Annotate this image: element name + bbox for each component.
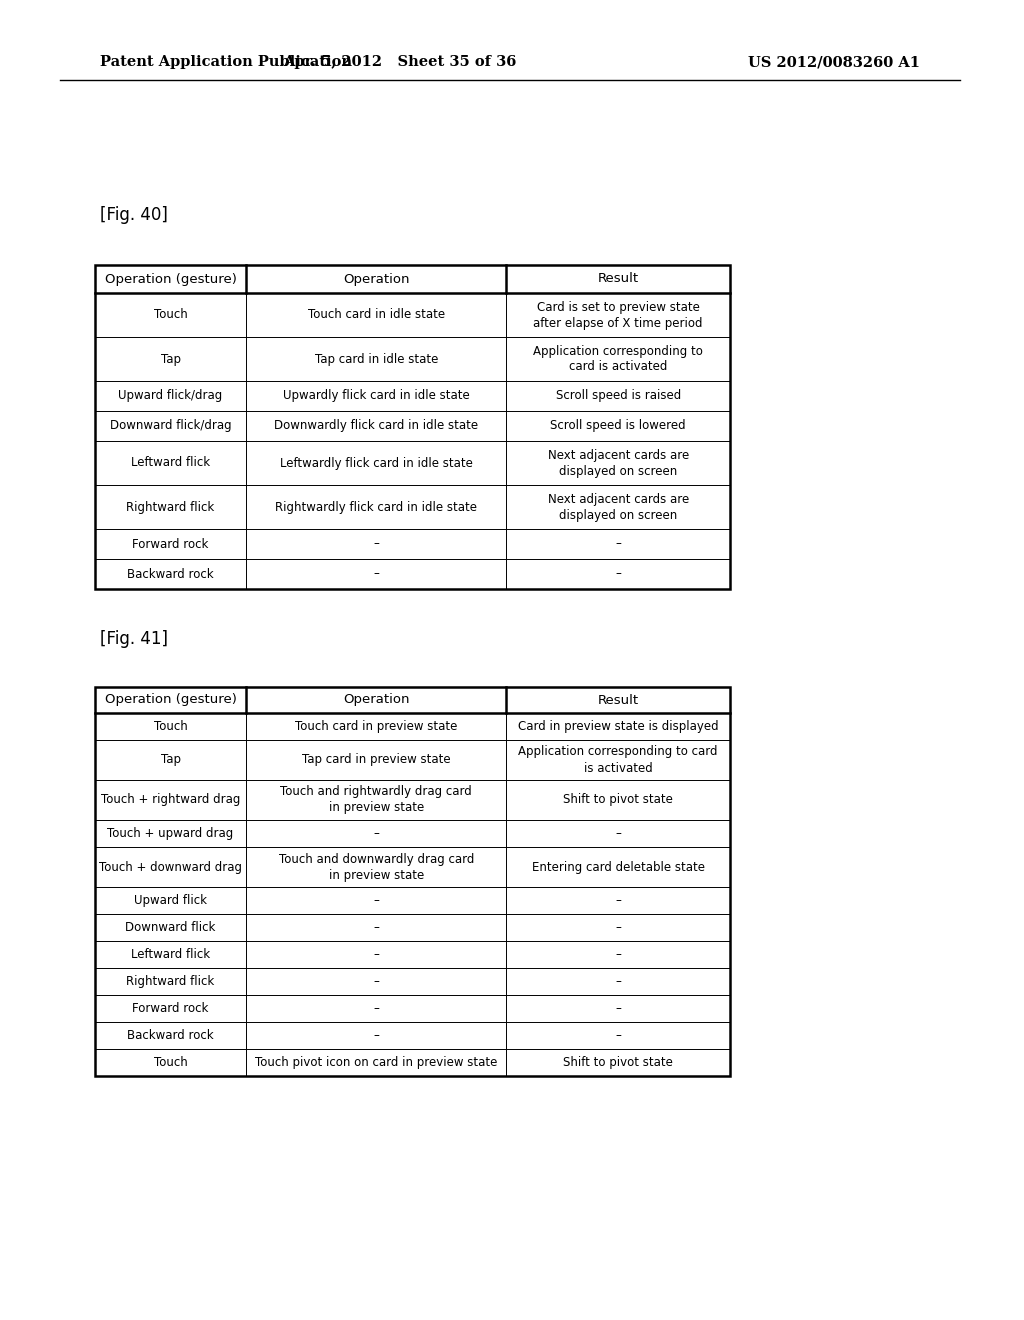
Text: [Fig. 41]: [Fig. 41] (100, 630, 168, 648)
Text: Application corresponding to card
is activated: Application corresponding to card is act… (518, 746, 718, 775)
Text: Touch + downward drag: Touch + downward drag (99, 861, 242, 874)
Text: Application corresponding to
card is activated: Application corresponding to card is act… (534, 345, 703, 374)
Text: Leftwardly flick card in idle state: Leftwardly flick card in idle state (280, 457, 473, 470)
Text: Operation: Operation (343, 693, 410, 706)
Text: Operation (gesture): Operation (gesture) (104, 693, 237, 706)
Text: Forward rock: Forward rock (132, 537, 209, 550)
Text: Scroll speed is lowered: Scroll speed is lowered (551, 420, 686, 433)
Text: Touch: Touch (154, 719, 187, 733)
Text: –: – (374, 921, 379, 935)
Text: –: – (374, 948, 379, 961)
Text: Upwardly flick card in idle state: Upwardly flick card in idle state (283, 389, 470, 403)
Text: –: – (615, 537, 622, 550)
Text: Upward flick: Upward flick (134, 894, 207, 907)
Text: Leftward flick: Leftward flick (131, 948, 210, 961)
Text: Downwardly flick card in idle state: Downwardly flick card in idle state (274, 420, 478, 433)
Text: Next adjacent cards are
displayed on screen: Next adjacent cards are displayed on scr… (548, 449, 689, 478)
Text: Scroll speed is raised: Scroll speed is raised (556, 389, 681, 403)
Text: Operation (gesture): Operation (gesture) (104, 272, 237, 285)
Text: Touch card in idle state: Touch card in idle state (308, 309, 444, 322)
Text: Touch card in preview state: Touch card in preview state (295, 719, 458, 733)
Text: –: – (615, 828, 622, 840)
Text: Card is set to preview state
after elapse of X time period: Card is set to preview state after elaps… (534, 301, 703, 330)
Text: Backward rock: Backward rock (127, 1030, 214, 1041)
Text: –: – (374, 828, 379, 840)
Text: Backward rock: Backward rock (127, 568, 214, 581)
Text: Rightwardly flick card in idle state: Rightwardly flick card in idle state (275, 500, 477, 513)
Text: –: – (615, 1002, 622, 1015)
Text: Tap card in idle state: Tap card in idle state (314, 352, 438, 366)
Text: Rightward flick: Rightward flick (126, 500, 215, 513)
Text: –: – (615, 975, 622, 987)
Text: –: – (615, 1030, 622, 1041)
Text: Touch and rightwardly drag card
in preview state: Touch and rightwardly drag card in previ… (281, 785, 472, 814)
Text: Shift to pivot state: Shift to pivot state (563, 793, 673, 807)
Text: Tap: Tap (161, 352, 180, 366)
Text: Touch + upward drag: Touch + upward drag (108, 828, 233, 840)
Text: –: – (374, 975, 379, 987)
Text: Touch: Touch (154, 1056, 187, 1069)
Text: Entering card deletable state: Entering card deletable state (531, 861, 705, 874)
Text: Next adjacent cards are
displayed on screen: Next adjacent cards are displayed on scr… (548, 492, 689, 521)
Text: Touch pivot icon on card in preview state: Touch pivot icon on card in preview stat… (255, 1056, 498, 1069)
Text: –: – (615, 894, 622, 907)
Text: Card in preview state is displayed: Card in preview state is displayed (518, 719, 719, 733)
Text: Touch: Touch (154, 309, 187, 322)
Text: Tap: Tap (161, 754, 180, 767)
Text: Touch + rightward drag: Touch + rightward drag (101, 793, 241, 807)
Text: –: – (374, 1002, 379, 1015)
Text: Apr. 5, 2012   Sheet 35 of 36: Apr. 5, 2012 Sheet 35 of 36 (284, 55, 517, 69)
Text: –: – (374, 1030, 379, 1041)
Text: –: – (374, 537, 379, 550)
Text: –: – (615, 948, 622, 961)
Text: Downward flick: Downward flick (125, 921, 216, 935)
Text: Downward flick/drag: Downward flick/drag (110, 420, 231, 433)
Bar (95, 265, 730, 589)
Text: Result: Result (598, 272, 639, 285)
Text: Tap card in preview state: Tap card in preview state (302, 754, 451, 767)
Text: Upward flick/drag: Upward flick/drag (119, 389, 222, 403)
Text: [Fig. 40]: [Fig. 40] (100, 206, 168, 224)
Text: Patent Application Publication: Patent Application Publication (100, 55, 352, 69)
Text: Touch and downwardly drag card
in preview state: Touch and downwardly drag card in previe… (279, 853, 474, 882)
Text: Shift to pivot state: Shift to pivot state (563, 1056, 673, 1069)
Text: Forward rock: Forward rock (132, 1002, 209, 1015)
Text: Operation: Operation (343, 272, 410, 285)
Text: US 2012/0083260 A1: US 2012/0083260 A1 (748, 55, 920, 69)
Text: –: – (374, 894, 379, 907)
Bar (95, 686, 730, 1076)
Text: Rightward flick: Rightward flick (126, 975, 215, 987)
Text: –: – (374, 568, 379, 581)
Text: –: – (615, 568, 622, 581)
Text: Leftward flick: Leftward flick (131, 457, 210, 470)
Text: –: – (615, 921, 622, 935)
Text: Result: Result (598, 693, 639, 706)
